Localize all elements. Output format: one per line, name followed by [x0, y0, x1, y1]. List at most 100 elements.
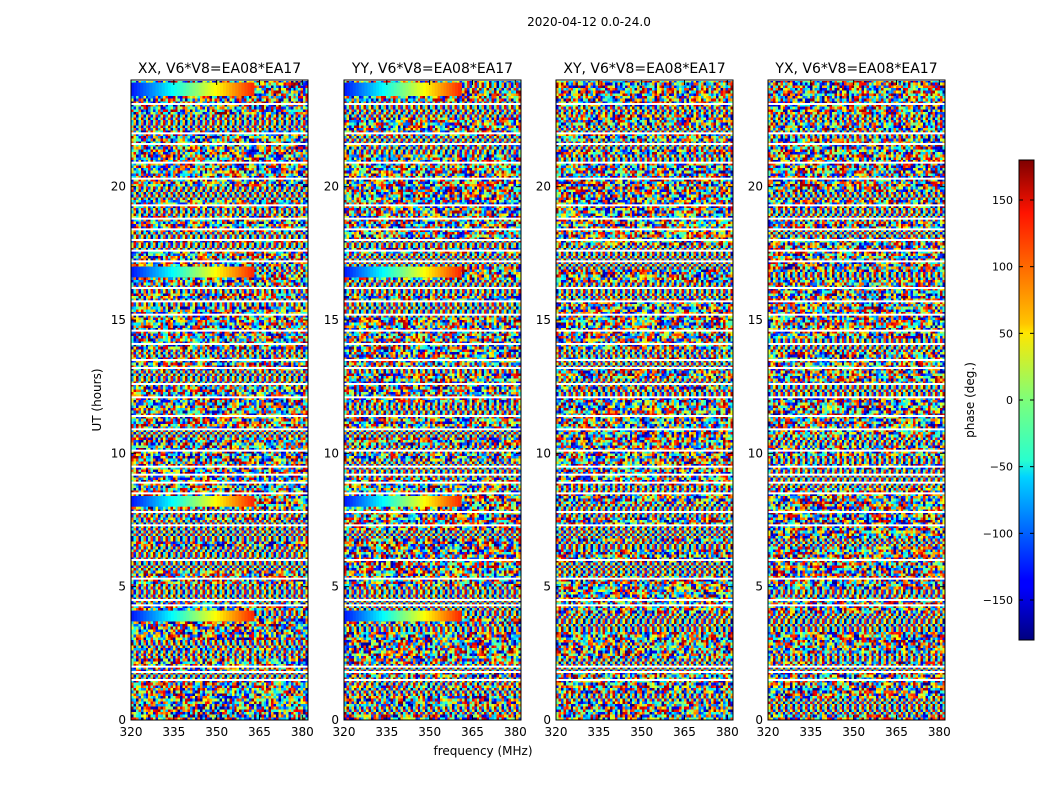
band-segment: [423, 266, 427, 278]
x-tick-label: 320: [333, 725, 356, 739]
band-segment: [405, 82, 409, 96]
band-segment: [384, 82, 389, 96]
band-segment: [390, 496, 395, 507]
flagged-row: [344, 343, 521, 345]
band-segment: [180, 496, 184, 507]
flagged-row: [344, 449, 521, 452]
phase-noise-image: [768, 80, 945, 720]
band-segment: [458, 82, 462, 96]
band-segment: [358, 82, 363, 96]
band-segment: [437, 82, 442, 96]
flagged-row: [556, 287, 733, 289]
panel-title: XX, V6*V8=EA08*EA17: [138, 61, 301, 77]
y-tick-label: 0: [755, 713, 763, 727]
band-segment: [344, 266, 348, 278]
flagged-row: [131, 260, 308, 263]
flagged-row: [131, 599, 308, 601]
colorbar-tick-label: −50: [990, 461, 1013, 474]
band-segment: [226, 266, 230, 278]
flagged-row: [131, 161, 308, 164]
band-segment: [143, 496, 147, 507]
band-segment: [204, 266, 209, 278]
band-segment: [408, 610, 412, 622]
band-segment: [382, 610, 386, 622]
band-segment: [414, 82, 418, 96]
band-segment: [137, 496, 141, 507]
band-segment: [247, 496, 252, 507]
band-segment: [201, 82, 206, 96]
band-segment: [402, 496, 407, 507]
band-segment: [134, 610, 138, 622]
band-segment: [370, 266, 374, 278]
band-segment: [186, 266, 190, 278]
band-segment: [358, 496, 363, 507]
flagged-row: [556, 665, 733, 668]
band-segment: [446, 496, 450, 507]
flagged-row: [131, 383, 308, 385]
band-segment: [235, 610, 240, 622]
band-segment: [346, 82, 351, 96]
flagged-row: [131, 204, 308, 207]
flagged-row: [344, 239, 521, 241]
band-segment: [186, 496, 190, 507]
flagged-row: [131, 473, 308, 476]
band-segment: [229, 266, 233, 278]
band-segment: [443, 610, 448, 622]
band-segment: [207, 266, 212, 278]
band-segment: [210, 82, 215, 96]
band-segment: [425, 266, 430, 278]
flagged-row: [768, 665, 945, 668]
band-segment: [180, 610, 184, 622]
band-segment: [417, 82, 421, 96]
y-tick-label: 20: [748, 180, 763, 194]
x-tick-label: 335: [587, 725, 610, 739]
band-segment: [235, 266, 240, 278]
band-segment: [137, 82, 141, 96]
band-segment: [140, 496, 144, 507]
panel-frame: [767, 79, 946, 721]
band-segment: [213, 610, 218, 622]
band-segment: [198, 496, 203, 507]
x-tick-label: 320: [545, 725, 568, 739]
band-segment: [146, 82, 151, 96]
y-tick-label: 15: [324, 313, 339, 327]
band-segment: [344, 82, 348, 96]
flagged-row: [131, 359, 308, 361]
band-segment: [167, 610, 172, 622]
band-segment: [431, 496, 436, 507]
y-tick-label: 10: [748, 446, 763, 460]
flagged-row: [131, 143, 308, 145]
band-segment: [198, 610, 203, 622]
flagged-row: [768, 217, 945, 220]
flagged-row: [768, 559, 945, 561]
band-segment: [405, 610, 409, 622]
band-segment: [189, 496, 193, 507]
figure-suptitle: 2020-04-12 0.0-24.0: [527, 15, 651, 29]
band-segment: [177, 610, 181, 622]
band-segment: [219, 266, 224, 278]
x-tick-label: 335: [162, 725, 185, 739]
band-segment: [373, 266, 377, 278]
band-segment: [393, 496, 398, 507]
panel-3: XY, V6*V8=EA08*EA17 320 335 350 365 380 0 5 10 15…: [536, 61, 739, 739]
flagged-row: [556, 204, 733, 207]
band-segment: [143, 82, 147, 96]
band-segment: [408, 82, 412, 96]
band-segment: [425, 496, 430, 507]
flagged-row: [131, 228, 308, 231]
band-segment: [346, 266, 351, 278]
flagged-row: [768, 161, 945, 164]
flagged-row: [131, 132, 308, 135]
x-tick-label: 380: [291, 725, 314, 739]
band-segment: [177, 496, 181, 507]
coherent-band: [344, 610, 462, 622]
band-segment: [140, 266, 144, 278]
flagged-row: [768, 103, 945, 105]
band-segment: [399, 496, 404, 507]
coherent-band: [131, 496, 255, 507]
flagged-row: [131, 671, 308, 673]
band-segment: [358, 266, 363, 278]
band-segment: [223, 610, 227, 622]
band-segment: [420, 496, 424, 507]
x-tick-label: 350: [418, 725, 441, 739]
